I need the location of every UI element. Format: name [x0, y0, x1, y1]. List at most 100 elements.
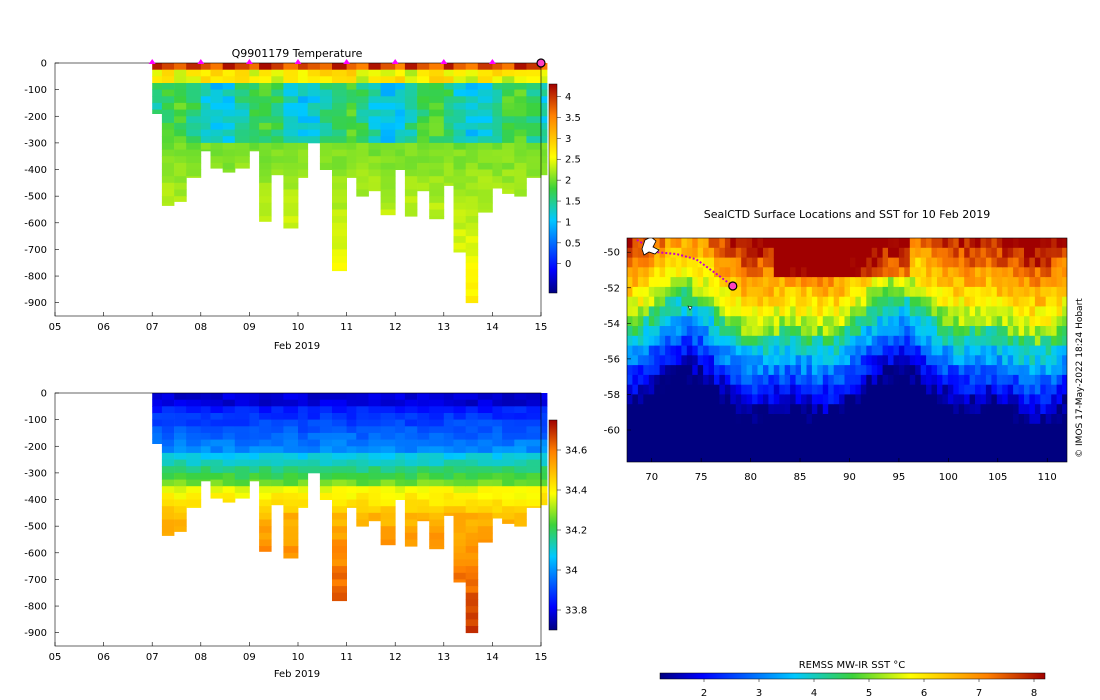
- section-cell: [465, 162, 479, 170]
- sst-cell: [703, 267, 709, 278]
- sst-cell: [659, 306, 666, 317]
- section-cell: [346, 399, 357, 407]
- sst-cell: [1045, 443, 1052, 454]
- section-cell: [319, 149, 333, 157]
- sst-cell: [681, 394, 688, 405]
- sst-cell: [1045, 414, 1052, 425]
- sst-cell: [975, 267, 981, 278]
- section-cell: [283, 189, 299, 197]
- section-cell: [283, 116, 299, 124]
- sst-cell: [991, 296, 998, 307]
- sst-cell: [763, 365, 769, 376]
- sst-cell: [947, 286, 954, 298]
- sst-cell: [1002, 433, 1009, 444]
- sst-cell: [654, 316, 661, 327]
- section-cell: [356, 109, 369, 117]
- section-cell: [307, 76, 321, 84]
- section-cell: [234, 69, 250, 77]
- section-cell: [380, 209, 396, 216]
- section-cell: [332, 102, 347, 110]
- sst-cell: [893, 247, 900, 259]
- sst-cell: [850, 345, 856, 356]
- section-cell: [429, 459, 445, 467]
- section-cell: [234, 156, 250, 164]
- sst-cell: [795, 355, 802, 366]
- section-cell: [404, 102, 418, 110]
- sst-cell: [920, 414, 927, 425]
- section-cell: [465, 479, 479, 487]
- sst-cell: [779, 433, 786, 444]
- sst-cell: [1018, 257, 1025, 268]
- sst-cell: [833, 247, 840, 259]
- section-cell: [541, 466, 548, 474]
- section-cell: [249, 136, 260, 144]
- section-cell: [249, 459, 260, 467]
- section-cell: [186, 499, 202, 507]
- section-cell: [380, 419, 396, 427]
- sst-cell: [1034, 286, 1041, 298]
- section-cell: [283, 222, 299, 229]
- colorbar-tick-label: 0.5: [565, 238, 581, 249]
- sst-cell: [752, 384, 758, 395]
- section-cell: [395, 466, 406, 474]
- sst-cell: [811, 443, 818, 454]
- sst-cell: [871, 443, 878, 454]
- sst-cell: [985, 414, 992, 425]
- sst-cell: [833, 365, 840, 376]
- section-cell: [453, 406, 466, 414]
- sst-cell: [632, 257, 639, 268]
- section-cell: [417, 393, 430, 401]
- section-cell: [283, 499, 299, 507]
- sst-cell: [904, 453, 911, 462]
- section-cell: [307, 83, 321, 91]
- section-cell: [249, 479, 260, 482]
- section-cell: [465, 592, 479, 600]
- sst-cell: [806, 453, 813, 462]
- sst-cell: [806, 443, 813, 454]
- map-x-tick-label: 100: [939, 472, 958, 483]
- sst-cell: [643, 404, 650, 415]
- section-cell: [356, 519, 369, 527]
- section-cell: [234, 393, 250, 401]
- section-cell: [161, 142, 175, 150]
- section-cell: [492, 129, 503, 137]
- sst-cell: [724, 355, 731, 366]
- sst-cell: [1013, 365, 1019, 376]
- section-cell: [443, 492, 454, 500]
- section-cell: [514, 169, 527, 177]
- sst-cell: [1029, 257, 1036, 268]
- section-cell: [174, 156, 187, 164]
- section-cell: [404, 432, 418, 440]
- section-cell: [259, 406, 272, 414]
- section-cell: [332, 439, 347, 447]
- sst-cell: [893, 423, 900, 435]
- section-cell: [346, 406, 357, 414]
- sst-cell: [822, 355, 829, 366]
- sst-cell: [806, 335, 813, 347]
- y-tick-label: -700: [24, 245, 47, 256]
- section-cell: [492, 96, 503, 104]
- sst-cell: [833, 384, 840, 395]
- section-cell: [186, 116, 202, 124]
- section-cell: [161, 399, 175, 407]
- sst-cell: [811, 326, 818, 337]
- section-cell: [161, 512, 175, 520]
- section-cell: [332, 196, 347, 204]
- sst-cell: [681, 345, 688, 356]
- section-cell: [186, 486, 202, 494]
- section-cell: [271, 109, 284, 117]
- section-cell: [161, 102, 175, 110]
- sst-cell: [686, 423, 693, 435]
- sst-cell: [686, 345, 693, 356]
- sst-cell: [811, 433, 818, 444]
- sst-cell: [828, 414, 835, 425]
- sst-cell: [681, 414, 688, 425]
- section-cell: [417, 472, 430, 480]
- sst-cell: [926, 267, 932, 278]
- sst-cell: [724, 374, 731, 386]
- section-cell: [453, 499, 466, 507]
- section-cell: [298, 479, 309, 487]
- section-cell: [298, 413, 309, 421]
- section-cell: [541, 446, 548, 454]
- section-cell: [453, 492, 466, 500]
